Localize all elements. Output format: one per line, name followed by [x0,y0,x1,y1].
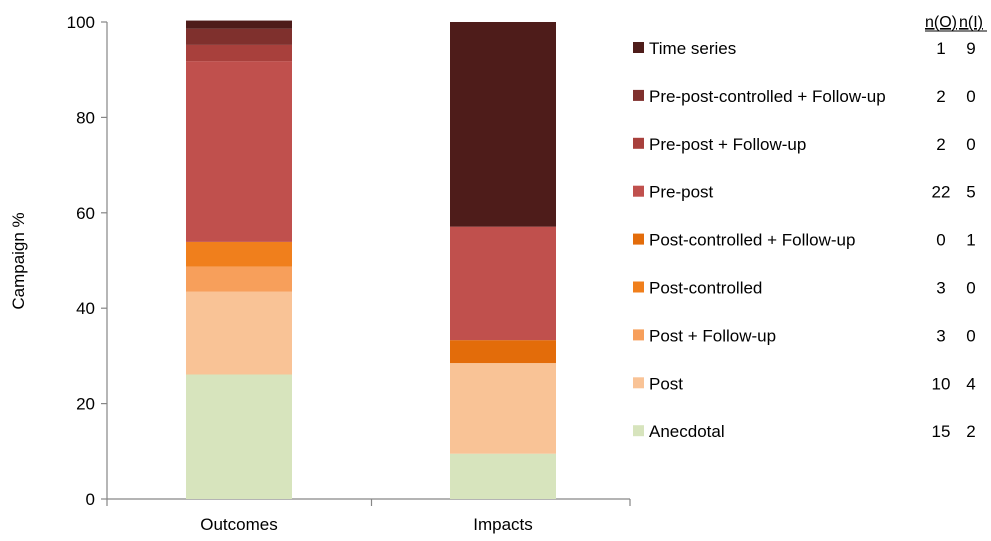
legend-swatch [633,185,644,197]
impact-count: 0 [966,87,975,106]
bar-segment-outcomes-post-follow-up [186,266,292,292]
outcome-count: 2 [936,135,945,154]
count-header: n(I) [959,14,983,31]
outcome-count: 1 [936,39,945,58]
legend-label: Time series [649,39,736,58]
y-tick-label: 40 [76,299,95,318]
legend-label: Post + Follow-up [649,326,776,345]
legend-swatch [633,329,644,341]
impact-count: 2 [966,422,975,441]
legend-label: Post [649,374,683,393]
impact-count: 0 [966,326,975,345]
outcome-count: 2 [936,87,945,106]
bar-segment-outcomes-time-series [186,20,292,29]
legend-swatch [633,89,644,101]
legend-swatch [633,425,644,437]
legend-label: Pre-post [649,183,714,202]
outcome-count: 3 [936,279,945,298]
impact-count: 9 [966,39,975,58]
legend-swatch [633,281,644,293]
bar-segment-impacts-anecdotal [450,453,556,499]
legend-label: Pre-post + Follow-up [649,135,806,154]
legend-label: Post-controlled [649,279,762,298]
legend-swatch [633,377,644,389]
legend-swatch [633,233,644,245]
legend-swatch [633,137,644,149]
y-tick-label: 0 [86,490,95,509]
bar-segment-outcomes-pre-post-follow-up [186,44,292,62]
impact-count: 1 [966,231,975,250]
bar-segment-impacts-time-series [450,22,556,227]
legend-label: Pre-post-controlled + Follow-up [649,87,886,106]
bar-segment-outcomes-pre-post-controlled-follow-up [186,28,292,45]
y-tick-label: 60 [76,204,95,223]
impact-count: 0 [966,135,975,154]
y-tick-label: 20 [76,395,95,414]
outcome-count: 15 [932,422,951,441]
legend-label: Post-controlled + Follow-up [649,231,855,250]
outcome-count: 22 [932,183,951,202]
outcome-count: 0 [936,231,945,250]
y-tick-label: 80 [76,108,95,127]
bar-segment-impacts-pre-post [450,226,556,341]
bar-segment-impacts-post-controlled-follow-up [450,340,556,364]
y-axis-label: Campaign % [9,212,28,309]
legend-swatch [633,42,644,53]
bar-segment-outcomes-pre-post [186,61,292,242]
outcome-count: 3 [936,326,945,345]
outcome-count: 10 [932,374,951,393]
impact-count: 0 [966,279,975,298]
count-header: n(O) [925,14,957,31]
impact-count: 4 [966,374,975,393]
legend-label: Anecdotal [649,422,725,441]
bar-segment-outcomes-post [186,291,292,375]
bar-segment-outcomes-post-controlled [186,241,292,267]
impact-count: 5 [966,183,975,202]
x-category-label: Outcomes [200,515,277,534]
bar-segment-impacts-post [450,363,556,454]
bar-segment-outcomes-anecdotal [186,374,292,499]
x-category-label: Impacts [473,515,533,534]
y-tick-label: 100 [67,13,95,32]
